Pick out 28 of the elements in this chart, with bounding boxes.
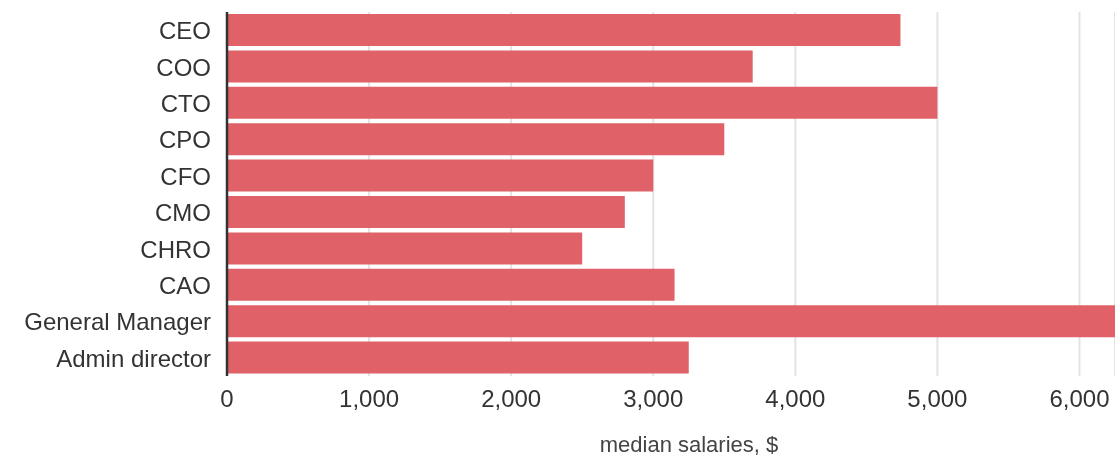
x-tick-label: 4,000 (765, 384, 826, 412)
x-tick-label: 1,000 (339, 384, 400, 412)
y-tick-label: CHRO (140, 235, 211, 263)
y-tick-label: General Manager (24, 307, 211, 335)
x-tick-label: 3,000 (623, 384, 684, 412)
y-tick-label: CEO (158, 16, 211, 44)
x-tick-label: 0 (220, 384, 234, 412)
bar (227, 196, 625, 228)
y-tick-label: CTO (160, 89, 211, 117)
y-tick-label: COO (156, 53, 211, 81)
bar (227, 341, 689, 374)
x-tick-label: 5,000 (907, 384, 968, 412)
bar (227, 50, 753, 83)
x-tick-label: 6,000 (1049, 384, 1110, 412)
bar (227, 305, 1115, 338)
x-tick-label: 2,000 (481, 384, 542, 412)
bar (227, 14, 901, 46)
bar (227, 268, 675, 301)
bar (227, 159, 654, 192)
y-tick-label: Admin director (56, 344, 211, 372)
bar (227, 86, 938, 119)
bar (227, 123, 725, 156)
y-tick-label: CPO (158, 125, 211, 153)
bar (227, 232, 583, 265)
y-tick-label: CMO (155, 198, 211, 226)
x-axis-title: median salaries, $ (599, 431, 779, 456)
y-tick-label: CAO (158, 271, 211, 299)
y-tick-label: CFO (160, 162, 211, 190)
